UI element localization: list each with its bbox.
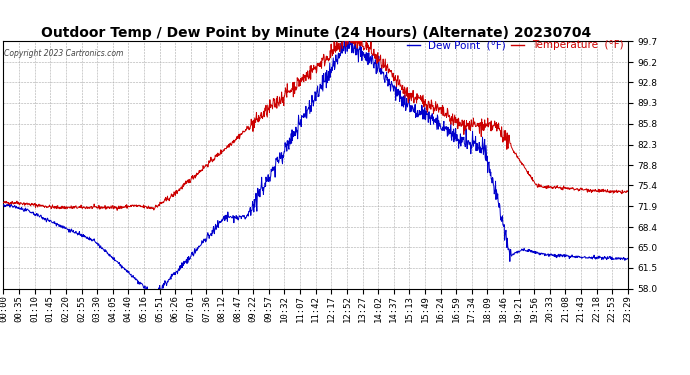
- Text: Copyright 2023 Cartronics.com: Copyright 2023 Cartronics.com: [4, 49, 124, 58]
- Legend: Dew Point  (°F), Temperature  (°F): Dew Point (°F), Temperature (°F): [404, 36, 628, 55]
- Title: Outdoor Temp / Dew Point by Minute (24 Hours) (Alternate) 20230704: Outdoor Temp / Dew Point by Minute (24 H…: [41, 26, 591, 40]
